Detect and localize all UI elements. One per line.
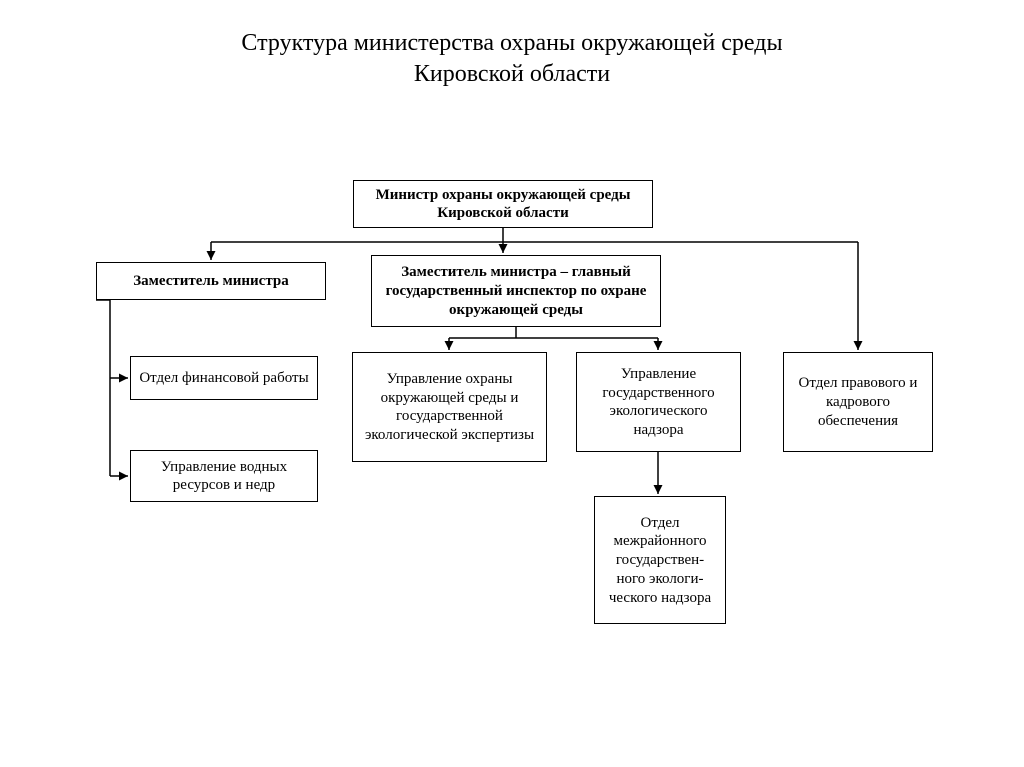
node-interdistrict-label: Отдел межрайонного государствен-ного эко… [603,514,717,608]
node-env-expert: Управление охраны окружающей среды и гос… [352,352,547,462]
node-fin-dept-label: Отдел финансовой работы [139,369,308,388]
node-legal-hr: Отдел правового и кадрового обеспечения [783,352,933,452]
node-deputy1-label: Заместитель министра [133,272,288,291]
node-water-dept: Управление водных ресурсов и недр [130,450,318,502]
node-fin-dept: Отдел финансовой работы [130,356,318,400]
node-deputy2-label: Заместитель министра – главный государст… [380,263,652,319]
title-line2: Кировской области [414,61,610,87]
node-eco-supervision-label: Управление государственного экологическо… [585,365,732,440]
node-interdistrict: Отдел межрайонного государствен-ного эко… [594,496,726,624]
title-line1: Структура министерства охраны окружающей… [241,30,782,56]
node-deputy2: Заместитель министра – главный государст… [371,255,661,327]
node-minister: Министр охраны окружающей среды Кировско… [353,180,653,228]
node-water-dept-label: Управление водных ресурсов и недр [139,458,309,496]
node-legal-hr-label: Отдел правового и кадрового обеспечения [792,374,924,430]
page-title: Структура министерства охраны окружающей… [0,0,1024,90]
node-env-expert-label: Управление охраны окружающей среды и гос… [361,370,538,445]
org-chart: Министр охраны окружающей среды Кировско… [0,120,1024,740]
node-eco-supervision: Управление государственного экологическо… [576,352,741,452]
node-deputy1: Заместитель министра [96,262,326,300]
node-minister-label: Министр охраны окружающей среды Кировско… [362,186,644,224]
